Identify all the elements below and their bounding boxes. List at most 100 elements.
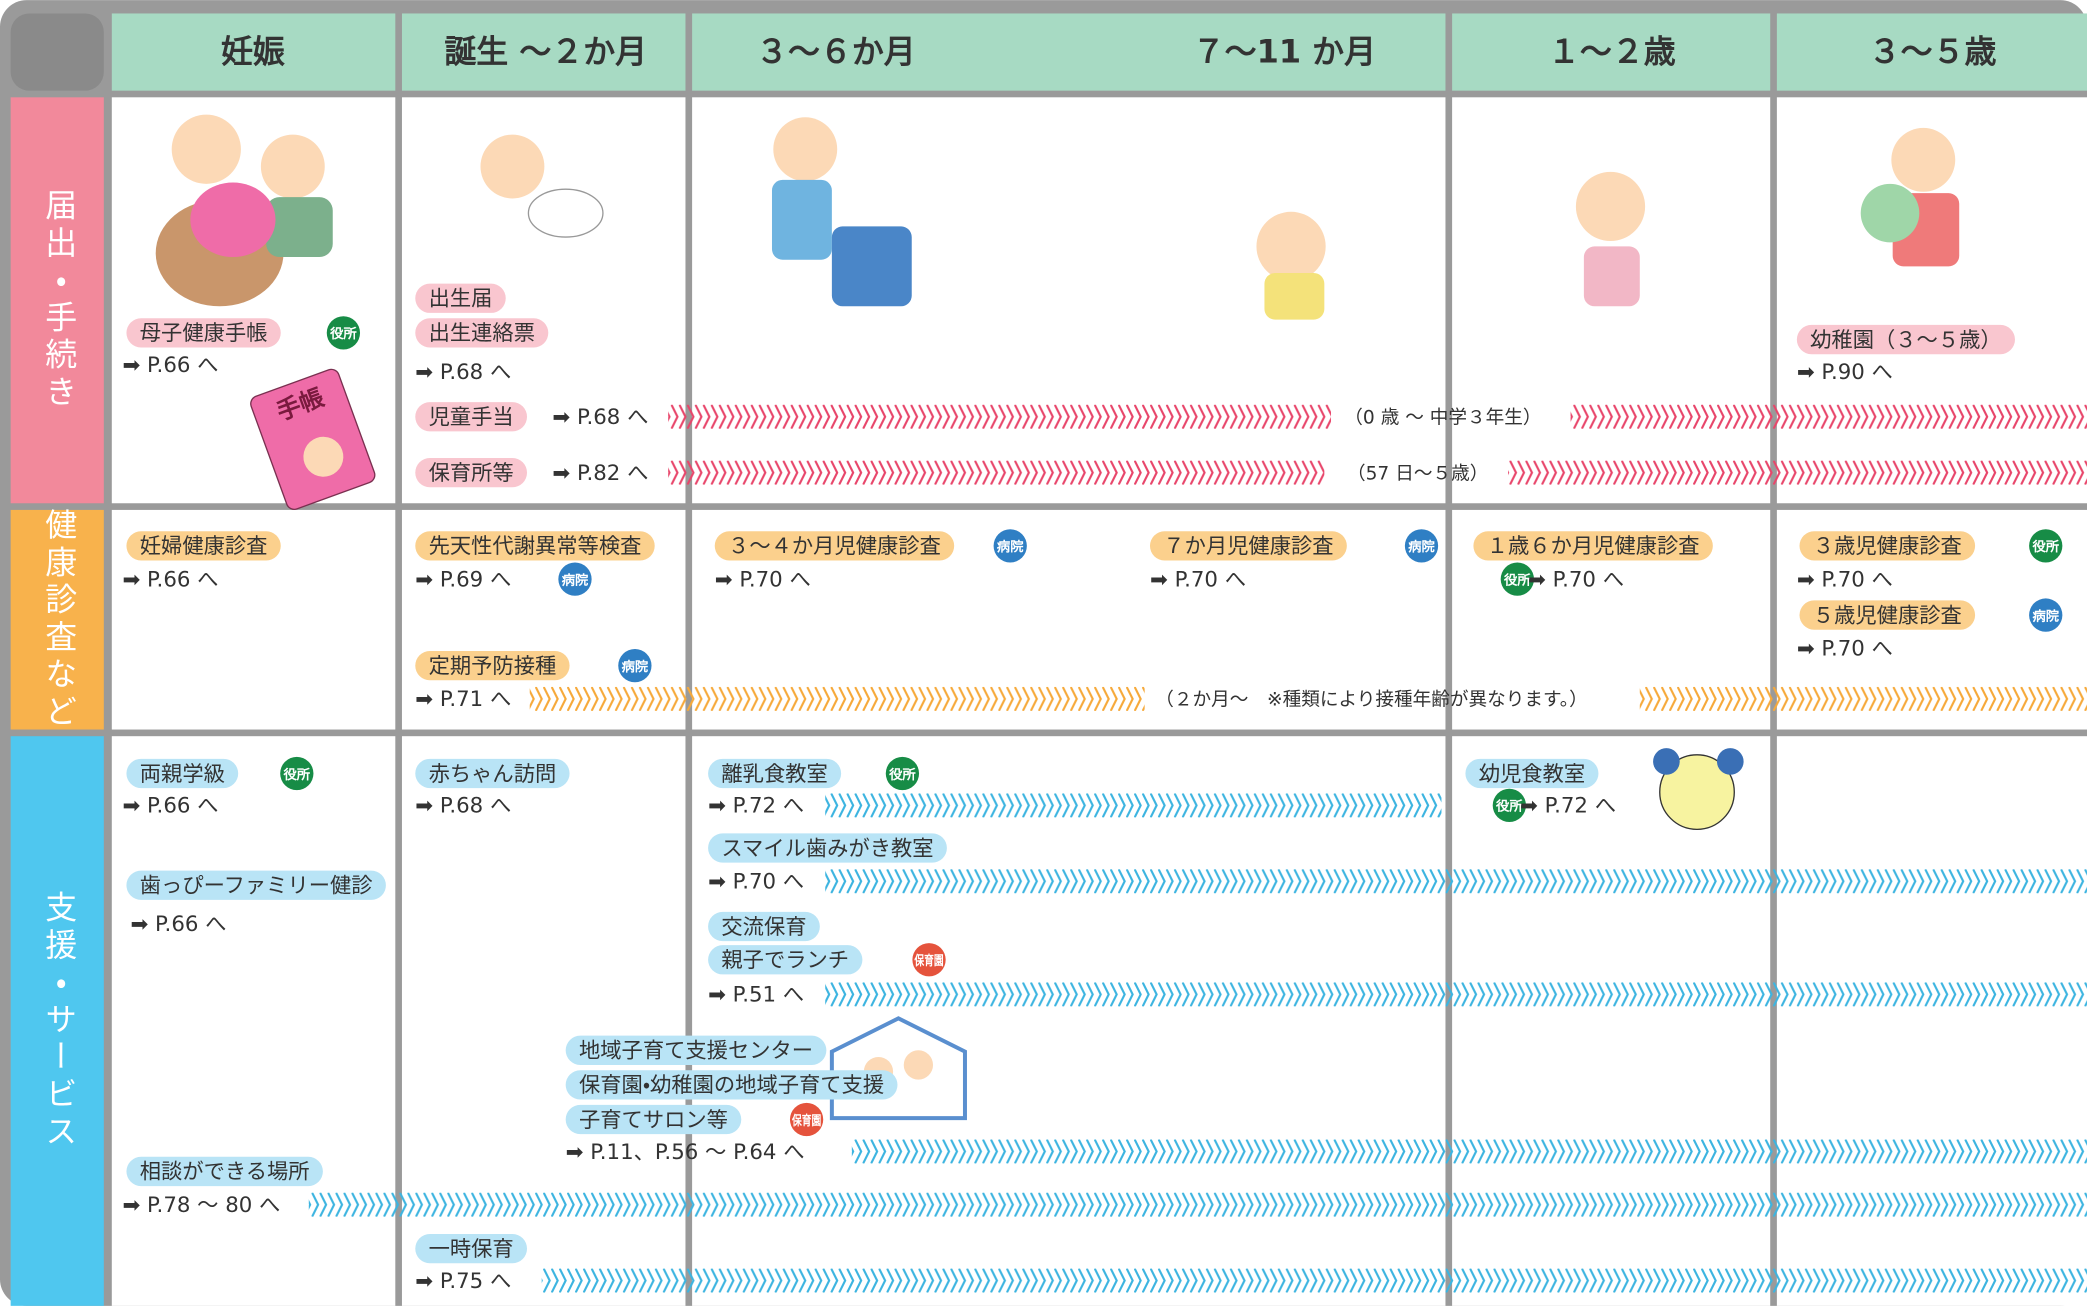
pill-bg: [565, 1070, 898, 1100]
badge: [618, 649, 652, 683]
section-label-cell: [10, 736, 104, 1306]
pill-bg: [565, 1104, 742, 1135]
badge-label: 役所: [283, 766, 311, 783]
pill-label: 一時保育: [429, 1237, 514, 1262]
column-header: 誕生 〜２か月: [444, 32, 647, 70]
pill-bg: [565, 1035, 827, 1065]
arrow-band: [1570, 404, 2087, 429]
page-ref: ➡ P.71 へ: [415, 687, 511, 712]
arrow-band: [851, 1139, 2087, 1164]
arrow-band: [825, 982, 2087, 1007]
pill-label: 子育てサロン等: [579, 1108, 728, 1133]
badge: [993, 529, 1027, 563]
badge: [280, 756, 314, 791]
page-ref: ➡ P.72 へ: [708, 794, 804, 819]
item-pill: 交流保育: [708, 911, 820, 942]
section-label: 届出・手続き: [40, 188, 78, 412]
pill-bg: [1465, 758, 1599, 789]
item-pill: 出生連絡票: [415, 318, 549, 348]
badge-label: 役所: [1503, 571, 1531, 588]
notebook: 手帳: [250, 368, 376, 511]
item-pill: ３〜４か月児健康診査: [714, 531, 955, 561]
pill-bg: [708, 911, 820, 942]
page-ref: ➡ P.75 へ: [415, 1269, 511, 1294]
pill-bg: [415, 651, 570, 681]
pill-bg: [126, 870, 386, 900]
pill-label: 先天性代謝異常等検査: [429, 534, 642, 559]
page-ref: ➡ P.66 へ: [130, 912, 226, 937]
section-label-cell: [10, 509, 104, 730]
band-note: （２か月〜 ※種類により接種年齢が異なります。）: [1155, 690, 1587, 711]
pill-bg: [415, 458, 528, 488]
item-pill: ７か月児健康診査: [1149, 531, 1347, 561]
badge-label: 保育園: [914, 952, 944, 969]
arrow-band: [668, 460, 1325, 485]
pill-label: ３〜４か月児健康診査: [728, 534, 941, 559]
page-ref: ➡ P.68 へ: [552, 405, 648, 430]
item-pill: 歯っぴーファミリー健診: [126, 870, 386, 900]
arrow-band: [529, 686, 1145, 711]
pill-label: 定期予防接種: [429, 654, 557, 679]
pill-label: 地域子育て支援センター: [579, 1039, 813, 1064]
page-ref: ➡ P.70 へ: [1150, 567, 1246, 592]
page-ref: ➡ P.78 〜 80 へ: [122, 1193, 280, 1218]
corner-cell: [10, 13, 104, 91]
column-header: １〜２歳: [1548, 32, 1676, 70]
pill-label: 保育園・幼稚園の地域子育て支援: [579, 1073, 884, 1098]
page-ref: ➡ P.72 へ: [1520, 794, 1616, 819]
page-ref: ➡ P.68 へ: [415, 794, 511, 819]
page-ref: ➡ P.11、P.56 〜 P.64 へ: [566, 1140, 805, 1165]
badge-label: 役所: [2031, 538, 2059, 555]
item-pill: ３歳児健康診査: [1799, 531, 1976, 561]
pill-bg: [1799, 600, 1976, 630]
item-pill: 両親学級: [126, 758, 239, 789]
pill-label: 赤ちゃん訪問: [429, 762, 557, 787]
item-pill: ５歳児健康診査: [1799, 600, 1976, 630]
item-pill: 母子健康手帳: [126, 318, 281, 348]
page-ref: ➡ P.70 へ: [1528, 567, 1624, 592]
pill-bg: [415, 531, 655, 561]
arrow-band: [1508, 460, 2087, 485]
pill-bg: [126, 758, 239, 789]
badge: [912, 943, 946, 977]
page-ref: ➡ P.90 へ: [1797, 360, 1893, 385]
pill-bg: [126, 318, 281, 348]
section-label: 支援・サービス: [40, 891, 78, 1152]
item-pill: 相談ができる場所: [126, 1156, 323, 1187]
badge: [558, 562, 592, 596]
item-pill: 離乳食教室: [708, 758, 842, 789]
section-label: 健康診査など: [40, 508, 78, 732]
column-header: ７〜11 か月: [1193, 32, 1376, 70]
pill-label: 保育所等: [429, 461, 514, 486]
badge: [885, 756, 920, 791]
column-header: 妊娠: [221, 32, 285, 70]
pill-bg: [1796, 324, 2015, 355]
arrow-band: [308, 1192, 2087, 1217]
pill-bg: [708, 945, 863, 975]
pill-label: ３歳児健康診査: [1813, 534, 1962, 559]
pill-bg: [415, 318, 549, 348]
item-pill: スマイル歯みがき教室: [708, 833, 947, 863]
pill-label: 幼児食教室: [1479, 762, 1585, 787]
pill-bg: [708, 758, 842, 789]
pill-label: １歳６か月児健康診査: [1487, 534, 1700, 559]
pill-label: 親子でランチ: [721, 948, 849, 973]
badge-label: 役所: [329, 325, 357, 342]
header-cell: [1776, 13, 2087, 91]
page-ref: ➡ P.82 へ: [552, 461, 648, 486]
header-cell: [111, 13, 396, 91]
badge: [326, 316, 361, 350]
page-ref: ➡ P.70 へ: [1797, 567, 1893, 592]
pill-label: ５歳児健康診査: [1813, 603, 1962, 628]
header-cell: [401, 13, 686, 91]
pill-label: 相談ができる場所: [140, 1160, 310, 1185]
badge: [1500, 562, 1534, 596]
badge: [1492, 788, 1526, 823]
column-header: ３〜５歳: [1869, 32, 1997, 70]
pill-bg: [714, 531, 955, 561]
badge-label: 病院: [2032, 607, 2059, 624]
page-ref: ➡ P.66 へ: [122, 567, 218, 592]
body-cell: [111, 736, 396, 1306]
header-cell: [1452, 13, 1771, 91]
